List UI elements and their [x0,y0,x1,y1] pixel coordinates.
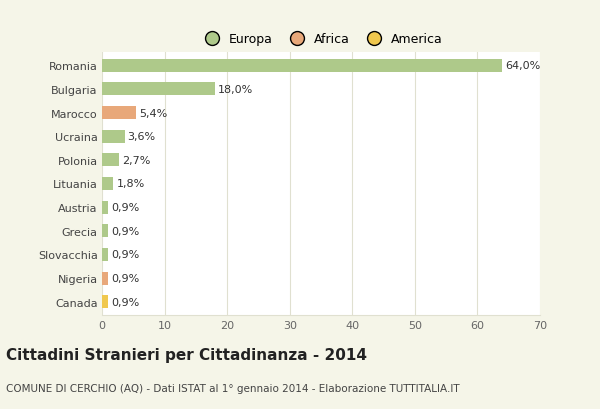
Bar [102,154,119,167]
Bar [102,225,107,238]
Bar [102,107,136,120]
Text: 0,9%: 0,9% [111,250,139,260]
Text: 18,0%: 18,0% [218,85,253,95]
Text: 5,4%: 5,4% [139,108,167,118]
Bar [102,248,107,261]
Text: 3,6%: 3,6% [128,132,156,142]
Bar [102,60,502,73]
Bar [102,178,113,191]
Text: 0,9%: 0,9% [111,297,139,307]
Bar [102,272,107,285]
Text: 64,0%: 64,0% [506,61,541,71]
Bar [102,83,215,96]
Text: 0,9%: 0,9% [111,273,139,283]
Bar [102,295,107,308]
Text: Cittadini Stranieri per Cittadinanza - 2014: Cittadini Stranieri per Cittadinanza - 2… [6,347,367,362]
Legend: Europa, Africa, America: Europa, Africa, America [194,28,448,51]
Bar [102,201,107,214]
Text: 0,9%: 0,9% [111,202,139,213]
Text: 0,9%: 0,9% [111,226,139,236]
Bar [102,130,125,144]
Text: 2,7%: 2,7% [122,155,151,166]
Text: COMUNE DI CERCHIO (AQ) - Dati ISTAT al 1° gennaio 2014 - Elaborazione TUTTITALIA: COMUNE DI CERCHIO (AQ) - Dati ISTAT al 1… [6,383,460,393]
Text: 1,8%: 1,8% [116,179,145,189]
